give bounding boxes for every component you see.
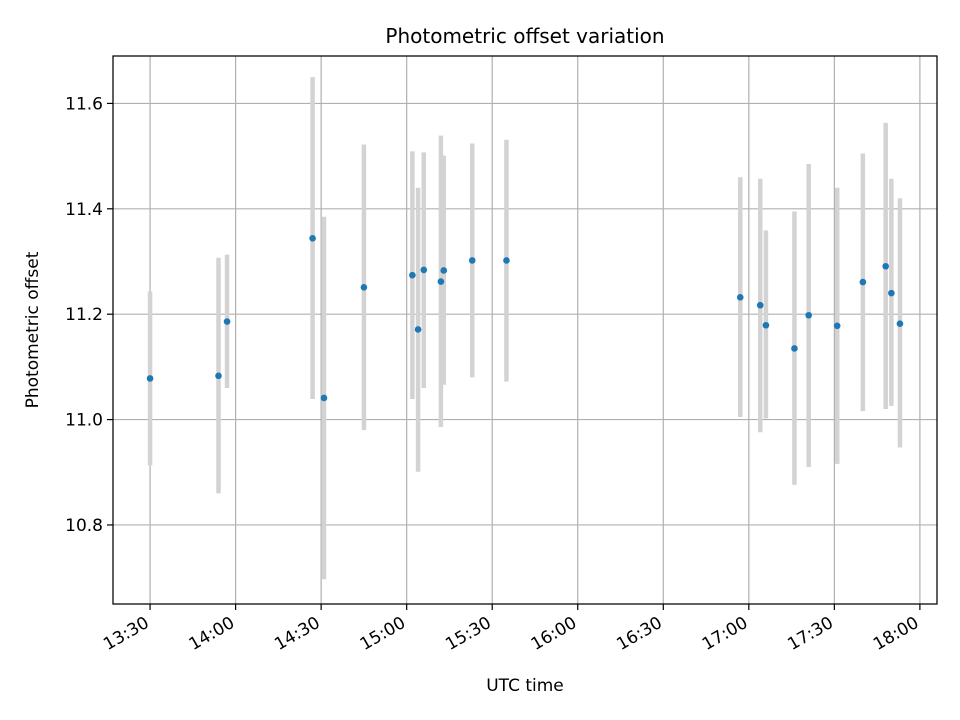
y-axis-ticks: 10.8 11.0 11.2 11.4 11.6	[65, 94, 113, 536]
data-point	[420, 266, 428, 274]
data-point	[882, 262, 889, 270]
data-point	[360, 284, 368, 291]
grid	[113, 56, 937, 604]
y-axis-label: Photometric offset	[23, 251, 43, 408]
data-point	[320, 394, 328, 402]
data-point	[414, 326, 422, 333]
y-tick-label: 10.8	[65, 516, 103, 536]
data-point	[223, 318, 231, 325]
y-tick-label: 11.0	[65, 411, 103, 431]
data-point	[215, 372, 222, 380]
data-point	[888, 289, 895, 297]
data-point	[833, 322, 841, 330]
data-point	[503, 257, 510, 264]
data-point	[756, 301, 764, 309]
data-point	[859, 278, 867, 286]
data-point	[468, 257, 476, 264]
y-tick-label: 11.2	[65, 305, 103, 325]
data-points	[146, 235, 904, 402]
data-point	[736, 294, 744, 301]
data-point	[896, 320, 904, 327]
data-point	[440, 267, 448, 274]
y-tick-label: 11.6	[65, 94, 103, 114]
y-tick-label: 11.4	[65, 200, 103, 220]
data-point	[437, 278, 445, 285]
data-point	[309, 235, 316, 242]
chart-title: Photometric offset variation	[385, 24, 664, 48]
data-point	[805, 311, 812, 319]
plot-frame	[112, 55, 938, 605]
data-point	[762, 321, 770, 329]
data-point	[146, 375, 154, 382]
x-axis-label: UTC time	[486, 676, 564, 696]
data-point	[409, 271, 416, 279]
data-point	[791, 345, 798, 352]
